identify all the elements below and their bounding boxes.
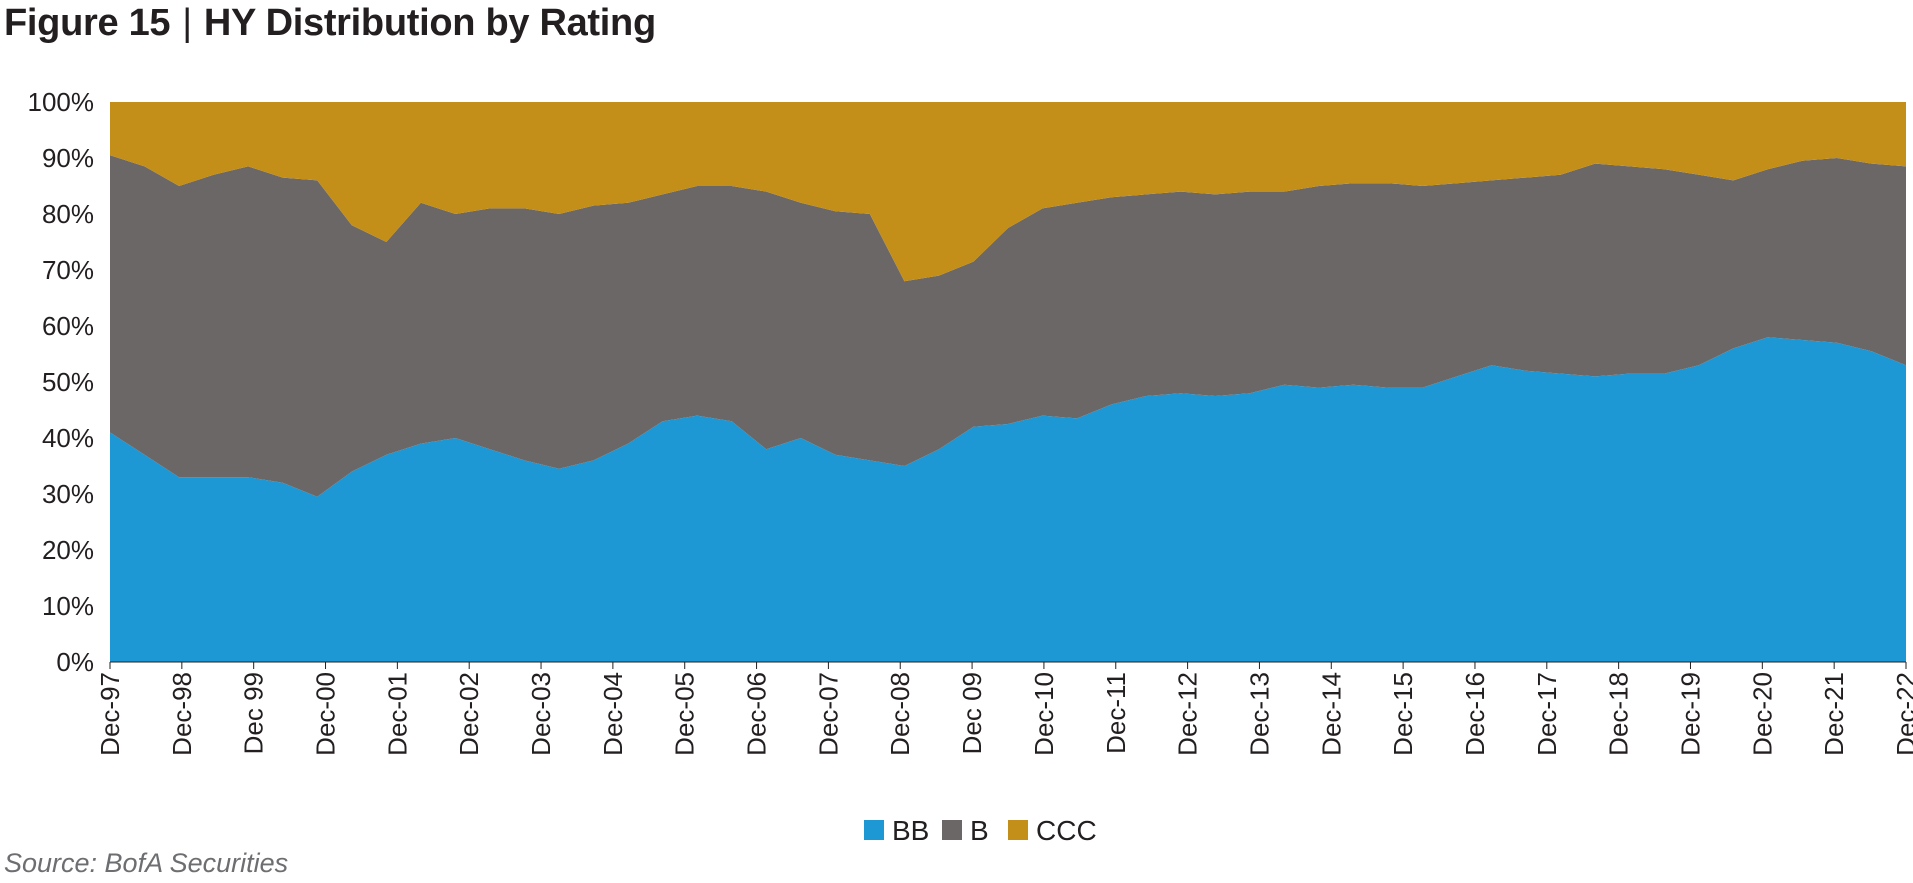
legend-label-ccc: CCC <box>1036 815 1097 846</box>
x-tick-label: Dec 99 <box>239 672 269 754</box>
source-note: Source: BofA Securities <box>4 848 289 878</box>
x-tick-label: Dec-15 <box>1388 672 1418 756</box>
x-tick-labels: Dec-97 Dec-98 Dec 99 Dec-00 Dec-01 Dec-02 Dec-… <box>95 672 1913 756</box>
x-tick-label: Dec-03 <box>526 672 556 756</box>
x-tick-label: Dec-08 <box>885 672 915 756</box>
y-tick-label: 60% <box>42 311 94 341</box>
x-tick-label: Dec-98 <box>167 672 197 756</box>
x-tick-label: Dec-12 <box>1173 672 1203 756</box>
y-tick-label: 10% <box>42 591 94 621</box>
y-tick-label: 30% <box>42 479 94 509</box>
figure-label: Figure 15 <box>4 2 171 44</box>
series-area-ccc <box>110 102 1906 282</box>
legend: BB B CCC <box>864 815 1097 846</box>
axes <box>109 661 1907 669</box>
x-tick-label: Dec-02 <box>454 672 484 756</box>
y-tick-label: 50% <box>42 367 94 397</box>
figure-heading: HY Distribution by Rating <box>203 2 656 44</box>
series-area-bb <box>110 337 1906 662</box>
x-tick-label: Dec-16 <box>1460 672 1490 756</box>
y-tick-label: 0% <box>56 647 94 677</box>
title-separator: | <box>182 2 192 44</box>
y-tick-label: 70% <box>42 255 94 285</box>
x-tick-label: Dec-18 <box>1604 672 1634 756</box>
x-tick-label: Dec-21 <box>1819 672 1849 756</box>
x-tick-label: Dec-04 <box>598 672 628 756</box>
y-tick-labels: 0% 10% 20% 30% 40% 50% 60% 70% 80% 90% 100% <box>28 87 95 677</box>
x-tick-label: Dec-14 <box>1316 672 1346 756</box>
x-tick-label: Dec-11 <box>1101 672 1131 754</box>
plot-areas <box>110 102 1906 662</box>
x-tick-label: Dec-01 <box>382 672 412 756</box>
x-tick-label: Dec-20 <box>1747 672 1777 756</box>
y-tick-label: 90% <box>42 143 94 173</box>
x-tick-label: Dec-19 <box>1675 672 1705 756</box>
x-tick-label: Dec-07 <box>813 672 843 756</box>
y-tick-label: 100% <box>28 87 95 117</box>
x-tick-label: Dec-06 <box>742 672 772 756</box>
legend-swatch-bb <box>864 820 884 840</box>
legend-label-b: B <box>970 815 989 846</box>
x-tick-label: Dec-17 <box>1532 672 1562 756</box>
x-tick-label: Dec-22 <box>1891 672 1913 756</box>
y-tick-label: 80% <box>42 199 94 229</box>
legend-swatch-ccc <box>1008 820 1028 840</box>
y-tick-label: 40% <box>42 423 94 453</box>
legend-swatch-b <box>942 820 962 840</box>
x-tick-label: Dec-00 <box>311 672 341 756</box>
x-tick-label: Dec-97 <box>95 672 125 756</box>
x-tick-label: Dec-05 <box>670 672 700 756</box>
figure-title: Figure 15 | HY Distribution by Rating <box>4 2 656 45</box>
y-tick-label: 20% <box>42 535 94 565</box>
x-tick-label: Dec 09 <box>957 672 987 754</box>
legend-label-bb: BB <box>892 815 929 846</box>
x-tick-label: Dec-13 <box>1244 672 1274 756</box>
series-area-b <box>110 155 1906 497</box>
x-tick-label: Dec-10 <box>1029 672 1059 756</box>
